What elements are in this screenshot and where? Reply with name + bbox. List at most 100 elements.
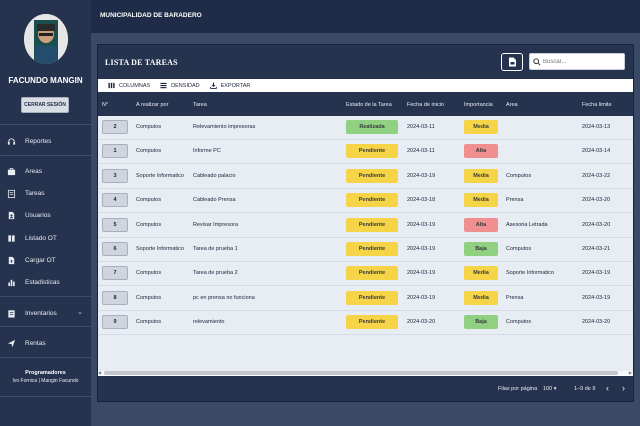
cell-task: pc en prensa no funciona [193, 294, 255, 301]
cell-assignee: Computos [136, 197, 162, 204]
column-header-status[interactable]: Estado de la Tarea [346, 102, 392, 108]
columns-button[interactable]: COLUMNAS [108, 82, 150, 89]
sidebar-item-label: Areas [25, 167, 42, 175]
column-header-area[interactable]: Area [506, 102, 518, 108]
user-file-icon [6, 210, 16, 220]
sidebar-item-label: Cargar OT [25, 256, 56, 264]
status-badge: Pendiente [346, 217, 398, 232]
cell-task: Relevamiento impresoras [193, 124, 256, 130]
export-icon [209, 82, 217, 89]
cell-deadline: 2024-03-20 [582, 221, 611, 228]
density-button[interactable]: DENSIDAD [160, 82, 200, 89]
importance-badge: Media [464, 168, 498, 183]
cell-start-date: 2024-03-11 [407, 148, 435, 155]
scrollbar-thumb[interactable] [104, 371, 618, 375]
table-row[interactable]: 6 Soporte Informatico Tarea de prueba 1 Pen… [98, 238, 633, 262]
send-icon [6, 338, 16, 348]
column-header-assignee[interactable]: A realizar por [136, 102, 169, 108]
rows-per-page-value: 100 [543, 386, 553, 392]
scroll-left-icon[interactable]: ◀ [98, 370, 102, 375]
sidebar-item-inventarios[interactable]: Inventarios ⌄ [0, 304, 91, 322]
table-body: 2 Computos Relevamiento impresoras Realizad… [98, 116, 633, 374]
sidebar-item-label: Inventarios [25, 309, 57, 317]
next-page-icon[interactable]: › [622, 383, 625, 393]
column-header-importance[interactable]: Importancia [464, 102, 493, 108]
cell-deadline: 2024-03-20 [582, 197, 611, 204]
cell-area: Soporte Informatico [506, 270, 554, 277]
cell-task: Cableado palacio [193, 172, 236, 179]
app-title: MUNICIPALIDAD DE BARADERO [100, 12, 202, 19]
prev-page-icon[interactable]: ‹ [606, 383, 609, 393]
cell-assignee: Computos [136, 148, 162, 155]
cell-assignee: Computos [136, 124, 162, 130]
divider [0, 326, 91, 327]
sidebar-item-areas[interactable]: Areas [0, 162, 91, 180]
sidebar-item-reportes[interactable]: Reportes [0, 132, 91, 150]
rows-per-page-select[interactable]: 100 ▾ [543, 386, 556, 392]
table-row[interactable]: 3 Soporte Informatico Cableado palacio Pend… [98, 165, 633, 189]
table-row[interactable]: 4 Computos Cableado Prensa Pendiente 2024-03… [98, 189, 633, 214]
search-input[interactable] [543, 58, 623, 65]
column-header-task[interactable]: Tarea [193, 102, 207, 108]
sidebar-item-tareas[interactable]: Tareas [0, 184, 91, 202]
column-header-start-date[interactable]: Fecha de inicio [407, 102, 444, 108]
table-row[interactable]: 1 Computos Informe PC Pendiente 2024-03-11 Al… [98, 140, 633, 165]
row-number: 2 [102, 120, 128, 134]
columns-icon [108, 82, 115, 89]
row-number: 8 [102, 290, 128, 305]
table-footer: Filas por página 100 ▾ 1–9 de 9 ‹ › [98, 376, 633, 401]
cell-start-date: 2024-03-19 [407, 246, 436, 252]
upload-file-icon [6, 255, 16, 265]
page-title: LISTA DE TAREAS [105, 58, 178, 67]
horizontal-scrollbar[interactable]: ◀ ▶ [98, 370, 633, 375]
importance-badge: Baja [464, 242, 498, 256]
sidebar-item-listado-ot[interactable]: Listado OT [0, 229, 91, 247]
row-number: 4 [102, 193, 128, 208]
sidebar-item-usuarios[interactable]: Usuarios [0, 206, 91, 224]
cell-task: Tarea de prueba 1 [193, 246, 238, 252]
cell-start-date: 2024-03-11 [407, 124, 435, 130]
search-field[interactable] [529, 53, 625, 70]
table-row[interactable]: 7 Computos Tarea de prueba 2 Pendiente 2024-… [98, 262, 633, 287]
cell-task: Cableado Prensa [193, 197, 236, 204]
importance-badge: Alta [464, 144, 498, 159]
table-row[interactable]: 9 Computos relevamiento Pendiente 2024-03-20… [98, 311, 633, 336]
divider [0, 155, 91, 156]
sidebar-item-cargar-ot[interactable]: Cargar OT [0, 251, 91, 269]
table-header: N° A realizar por Tarea Estado de la Tar… [98, 92, 633, 116]
export-pdf-button[interactable] [501, 53, 523, 71]
card-header: LISTA DE TAREAS [98, 45, 633, 79]
column-header-num[interactable]: N° [102, 102, 109, 108]
table-row[interactable]: 5 Computos Revisar Impresora Pendiente 2024-… [98, 214, 633, 238]
importance-badge: Baja [464, 315, 498, 330]
search-icon [533, 57, 541, 66]
logout-button[interactable]: CERRAR SESIÓN [21, 97, 69, 113]
cell-assignee: Computos [136, 319, 162, 326]
divider [0, 396, 91, 397]
cell-assignee: Computos [136, 270, 162, 277]
scroll-right-icon[interactable]: ▶ [628, 370, 632, 375]
divider [0, 296, 91, 297]
table-row[interactable]: 8 Computos pc en prensa no funciona Pendien… [98, 287, 633, 311]
export-label: EXPORTAR [220, 82, 251, 89]
importance-badge: Media [464, 193, 498, 208]
cell-task: Revisar Impresora [193, 221, 238, 228]
sidebar-item-estadisticas[interactable]: Estadisticas [0, 273, 91, 291]
importance-badge: Media [464, 290, 498, 305]
cell-start-date: 2024-03-18 [407, 197, 436, 204]
row-number: 9 [102, 315, 128, 330]
cell-task: Tarea de prueba 2 [193, 270, 238, 277]
user-name: FACUNDO MANGIN [8, 76, 83, 85]
chevron-down-icon[interactable]: ⌄ [77, 309, 83, 316]
export-button[interactable]: EXPORTAR [209, 82, 251, 89]
sidebar-item-rentas[interactable]: Rentas [0, 334, 91, 352]
pagination-range: 1–9 de 9 [574, 386, 596, 392]
cell-deadline: 2024-03-13 [582, 124, 611, 130]
column-header-deadline[interactable]: Fecha limite [582, 102, 612, 108]
columns-label: COLUMNAS [119, 82, 151, 89]
cell-task: Informe PC [193, 148, 221, 155]
status-badge: Realizada [346, 120, 398, 134]
table-row[interactable]: 2 Computos Relevamiento impresoras Realizad… [98, 116, 633, 140]
headset-icon [6, 136, 16, 146]
status-badge: Pendiente [346, 290, 398, 305]
